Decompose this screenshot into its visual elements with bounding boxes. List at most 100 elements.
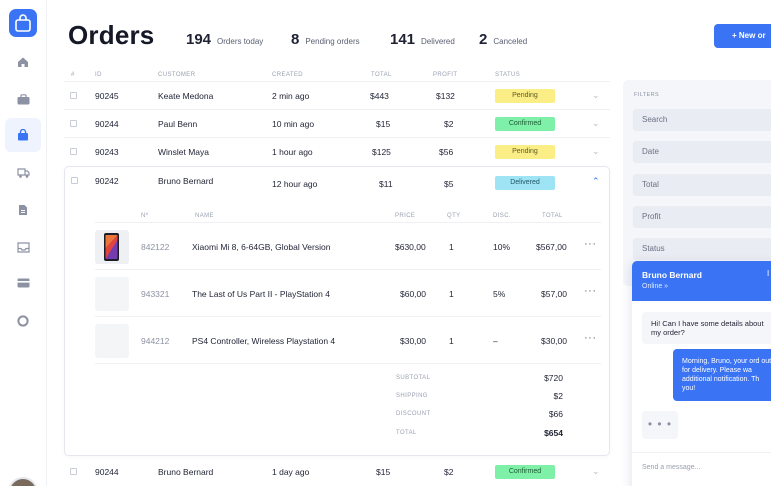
product-thumbnail — [95, 277, 129, 311]
briefcase-icon[interactable] — [13, 89, 33, 109]
item-qty: 1 — [449, 336, 454, 346]
item-number: 842122 — [141, 242, 170, 252]
chat-header[interactable]: Bruno Bernard Online » I — [632, 261, 771, 301]
col-header-id[interactable]: ID — [95, 72, 102, 78]
item-total: $57,00 — [541, 289, 567, 299]
subtotal-value: $720 — [544, 373, 563, 383]
item-name: PS4 Controller, Wireless Playstation 4 — [192, 336, 336, 346]
chevron-down-icon[interactable]: ⌄ — [592, 90, 600, 100]
row-checkbox[interactable] — [70, 92, 77, 99]
bag-icon[interactable] — [13, 125, 33, 145]
typing-indicator: • • • — [642, 411, 678, 439]
more-options-icon[interactable]: ··· — [584, 332, 597, 344]
item-discount: – — [493, 336, 498, 346]
home-icon[interactable] — [13, 52, 33, 72]
item-number: 944212 — [141, 336, 170, 346]
sidebar — [0, 0, 47, 486]
order-total: $125 — [372, 147, 391, 157]
customer-name: Bruno Bernard — [158, 467, 214, 477]
subtotal-label: SUBTOTAL — [396, 375, 431, 381]
item-name: Xiaomi Mi 8, 6-64GB, Global Version — [192, 242, 331, 252]
chat-panel: Bruno Bernard Online » I Hi! Can I have … — [632, 261, 771, 486]
filter-total-field[interactable]: Total — [633, 174, 771, 196]
created-time: 2 min ago — [272, 91, 310, 101]
customer-name: Keate Medona — [158, 91, 214, 101]
item-qty: 1 — [449, 242, 454, 252]
status-badge: Confirmed — [495, 465, 555, 479]
stat-canceled: 2 Canceled — [479, 31, 528, 48]
filters-title: FILTERS — [634, 92, 660, 98]
table-row[interactable]: 90245 Keate Medona 2 min ago $443 $132 P… — [64, 81, 610, 109]
summary-divider — [95, 363, 601, 364]
total-value: $654 — [544, 428, 563, 438]
stat-orders-today: 194 Orders today — [186, 31, 264, 48]
col-header-status[interactable]: STATUS — [495, 72, 521, 78]
product-thumbnail — [95, 324, 129, 358]
app-logo[interactable] — [9, 9, 37, 37]
status-badge: Delivered — [495, 176, 555, 190]
chevron-up-icon[interactable]: ⌃ — [592, 176, 600, 186]
status-badge: Pending — [495, 145, 555, 159]
col-header-created[interactable]: CREATED — [272, 72, 304, 78]
document-icon[interactable] — [13, 200, 33, 220]
page-title: Orders — [68, 20, 155, 50]
status-badge: Pending — [495, 89, 555, 103]
outgoing-message: Morning, Bruno, your ord out for deliver… — [673, 349, 771, 401]
item-discount: 5% — [493, 289, 506, 299]
row-checkbox[interactable] — [70, 468, 77, 475]
lifebuoy-icon[interactable] — [13, 311, 33, 331]
discount-value: $66 — [548, 409, 563, 419]
chat-online-status: Online » — [642, 283, 669, 290]
item-total: $567,00 — [536, 242, 567, 252]
order-id: 90244 — [95, 467, 119, 477]
item-name: The Last of Us Part II - PlayStation 4 — [192, 289, 330, 299]
row-checkbox[interactable] — [70, 148, 77, 155]
chevron-down-icon[interactable]: ⌄ — [592, 146, 600, 156]
item-price: $60,00 — [400, 289, 426, 299]
created-time: 10 min ago — [272, 119, 315, 129]
chat-message-input[interactable]: Send a message... — [632, 452, 771, 482]
user-avatar[interactable] — [8, 477, 38, 486]
created-time: 1 hour ago — [272, 147, 313, 157]
minimize-icon[interactable]: I — [767, 269, 770, 278]
chevron-down-icon[interactable]: ⌄ — [592, 118, 600, 128]
customer-name: Winslet Maya — [158, 147, 210, 157]
order-id: 90243 — [95, 147, 119, 157]
shipping-value: $2 — [553, 391, 563, 401]
filter-search-input[interactable]: Search — [633, 109, 771, 131]
credit-card-icon[interactable] — [13, 273, 33, 293]
inbox-icon[interactable] — [13, 237, 33, 257]
order-profit: $5 — [444, 179, 454, 189]
order-id: 90244 — [95, 119, 119, 129]
filter-status-field[interactable]: Status — [633, 238, 771, 260]
phone-image — [104, 233, 119, 261]
stat-pending-orders: 8 Pending orders — [291, 31, 360, 48]
table-row[interactable]: 90244 Paul Benn 10 min ago $15 $2 Confir… — [64, 109, 610, 137]
order-profit: $2 — [444, 467, 454, 477]
item-price: $630,00 — [395, 242, 426, 252]
status-badge: Confirmed — [495, 117, 555, 131]
expanded-order-card: 90242 Bruno Bernard 12 hour ago $11 $5 D… — [64, 166, 610, 456]
row-checkbox[interactable] — [71, 177, 78, 184]
table-row[interactable]: 90243 Winslet Maya 1 hour ago $125 $56 P… — [64, 137, 610, 165]
chevron-down-icon[interactable]: ⌄ — [592, 466, 600, 476]
created-time: 1 day ago — [272, 467, 310, 477]
col-header-customer[interactable]: CUSTOMER — [158, 72, 196, 78]
item-col-qty: QTY — [447, 213, 461, 219]
order-total: $443 — [370, 91, 389, 101]
more-options-icon[interactable]: ··· — [584, 285, 597, 297]
col-header-total[interactable]: TOTAL — [371, 72, 392, 78]
table-row[interactable]: 90244 Bruno Bernard 1 day ago $15 $2 Con… — [64, 458, 610, 486]
truck-icon[interactable] — [13, 163, 33, 183]
item-price: $30,00 — [400, 336, 426, 346]
row-checkbox[interactable] — [70, 120, 77, 127]
col-header-profit[interactable]: PROFIT — [433, 72, 458, 78]
filter-date-field[interactable]: Date — [633, 141, 771, 163]
stat-delivered: 141 Delivered — [390, 31, 455, 48]
order-total: $11 — [379, 179, 393, 189]
more-options-icon[interactable]: ··· — [584, 238, 597, 250]
filter-profit-field[interactable]: Profit — [633, 206, 771, 228]
new-order-button[interactable]: + New or — [714, 24, 771, 48]
customer-name: Bruno Bernard — [158, 176, 214, 186]
item-number: 943321 — [141, 289, 170, 299]
